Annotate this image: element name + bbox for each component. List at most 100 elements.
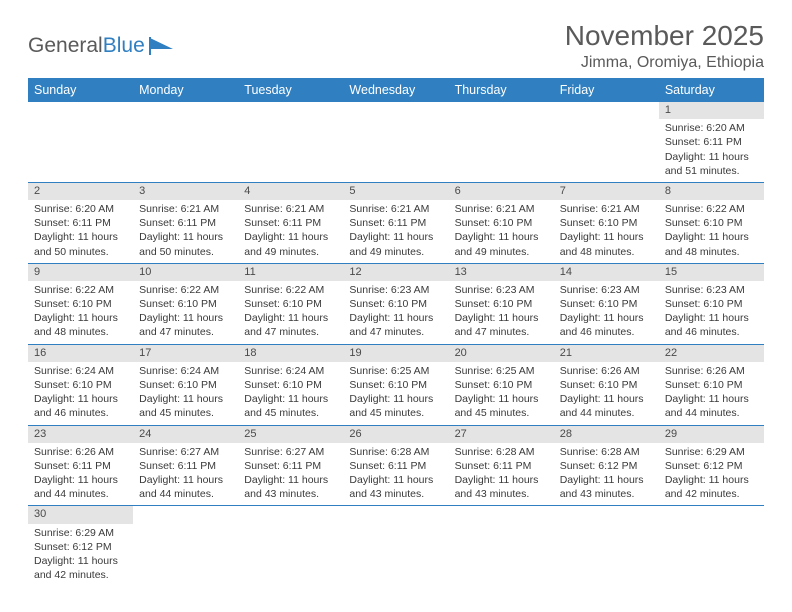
day-of-week-header: Thursday xyxy=(449,78,554,102)
calendar-day-cell: 1Sunrise: 6:20 AMSunset: 6:11 PMDaylight… xyxy=(659,102,764,182)
day-details: Sunrise: 6:22 AMSunset: 6:10 PMDaylight:… xyxy=(659,200,764,263)
day-details: Sunrise: 6:21 AMSunset: 6:10 PMDaylight:… xyxy=(449,200,554,263)
calendar-day-cell: 8Sunrise: 6:22 AMSunset: 6:10 PMDaylight… xyxy=(659,182,764,263)
calendar-day-cell: 30Sunrise: 6:29 AMSunset: 6:12 PMDayligh… xyxy=(28,506,133,586)
day-number: 22 xyxy=(659,345,764,362)
calendar-day-cell: .. xyxy=(238,102,343,182)
calendar-day-cell: 15Sunrise: 6:23 AMSunset: 6:10 PMDayligh… xyxy=(659,263,764,344)
calendar-week-row: 16Sunrise: 6:24 AMSunset: 6:10 PMDayligh… xyxy=(28,344,764,425)
month-title: November 2025 xyxy=(565,20,764,52)
logo: GeneralBlue xyxy=(28,34,175,72)
day-details: Sunrise: 6:22 AMSunset: 6:10 PMDaylight:… xyxy=(28,281,133,344)
day-number: 4 xyxy=(238,183,343,200)
calendar-day-cell: 4Sunrise: 6:21 AMSunset: 6:11 PMDaylight… xyxy=(238,182,343,263)
calendar-day-cell: 11Sunrise: 6:22 AMSunset: 6:10 PMDayligh… xyxy=(238,263,343,344)
day-details: Sunrise: 6:21 AMSunset: 6:11 PMDaylight:… xyxy=(133,200,238,263)
day-details: Sunrise: 6:27 AMSunset: 6:11 PMDaylight:… xyxy=(133,443,238,506)
calendar-day-cell: 10Sunrise: 6:22 AMSunset: 6:10 PMDayligh… xyxy=(133,263,238,344)
calendar-day-cell: 23Sunrise: 6:26 AMSunset: 6:11 PMDayligh… xyxy=(28,425,133,506)
calendar-week-row: 2Sunrise: 6:20 AMSunset: 6:11 PMDaylight… xyxy=(28,182,764,263)
day-number: 7 xyxy=(554,183,659,200)
day-number: 29 xyxy=(659,426,764,443)
calendar-day-cell: 19Sunrise: 6:25 AMSunset: 6:10 PMDayligh… xyxy=(343,344,448,425)
day-details: Sunrise: 6:21 AMSunset: 6:10 PMDaylight:… xyxy=(554,200,659,263)
calendar-day-cell: 5Sunrise: 6:21 AMSunset: 6:11 PMDaylight… xyxy=(343,182,448,263)
day-details: Sunrise: 6:22 AMSunset: 6:10 PMDaylight:… xyxy=(238,281,343,344)
logo-text-2: Blue xyxy=(103,34,145,58)
header: GeneralBlue November 2025 Jimma, Oromiya… xyxy=(28,20,764,72)
calendar-day-cell: 6Sunrise: 6:21 AMSunset: 6:10 PMDaylight… xyxy=(449,182,554,263)
calendar-day-cell: 9Sunrise: 6:22 AMSunset: 6:10 PMDaylight… xyxy=(28,263,133,344)
day-number: 1 xyxy=(659,102,764,119)
calendar-day-cell: .. xyxy=(238,506,343,586)
calendar-day-cell: 3Sunrise: 6:21 AMSunset: 6:11 PMDaylight… xyxy=(133,182,238,263)
calendar-week-row: ............1Sunrise: 6:20 AMSunset: 6:1… xyxy=(28,102,764,182)
calendar-day-cell: 26Sunrise: 6:28 AMSunset: 6:11 PMDayligh… xyxy=(343,425,448,506)
calendar-day-cell: 7Sunrise: 6:21 AMSunset: 6:10 PMDaylight… xyxy=(554,182,659,263)
day-number: 17 xyxy=(133,345,238,362)
calendar-day-cell: .. xyxy=(449,102,554,182)
calendar-day-cell: 13Sunrise: 6:23 AMSunset: 6:10 PMDayligh… xyxy=(449,263,554,344)
calendar-day-cell: 28Sunrise: 6:28 AMSunset: 6:12 PMDayligh… xyxy=(554,425,659,506)
day-details: Sunrise: 6:28 AMSunset: 6:11 PMDaylight:… xyxy=(343,443,448,506)
calendar-day-cell: 29Sunrise: 6:29 AMSunset: 6:12 PMDayligh… xyxy=(659,425,764,506)
calendar-week-row: 9Sunrise: 6:22 AMSunset: 6:10 PMDaylight… xyxy=(28,263,764,344)
day-number: 21 xyxy=(554,345,659,362)
day-details: Sunrise: 6:26 AMSunset: 6:11 PMDaylight:… xyxy=(28,443,133,506)
day-details: Sunrise: 6:23 AMSunset: 6:10 PMDaylight:… xyxy=(554,281,659,344)
calendar-day-cell: 18Sunrise: 6:24 AMSunset: 6:10 PMDayligh… xyxy=(238,344,343,425)
calendar-day-cell: 20Sunrise: 6:25 AMSunset: 6:10 PMDayligh… xyxy=(449,344,554,425)
day-details: Sunrise: 6:24 AMSunset: 6:10 PMDaylight:… xyxy=(238,362,343,425)
calendar-day-cell: 27Sunrise: 6:28 AMSunset: 6:11 PMDayligh… xyxy=(449,425,554,506)
day-number: 14 xyxy=(554,264,659,281)
calendar-day-cell: .. xyxy=(133,506,238,586)
day-number: 27 xyxy=(449,426,554,443)
day-number: 5 xyxy=(343,183,448,200)
day-number: 13 xyxy=(449,264,554,281)
day-number: 18 xyxy=(238,345,343,362)
day-details: Sunrise: 6:20 AMSunset: 6:11 PMDaylight:… xyxy=(659,119,764,182)
day-number: 11 xyxy=(238,264,343,281)
calendar-day-cell: .. xyxy=(28,102,133,182)
calendar-day-cell: .. xyxy=(554,102,659,182)
calendar-day-cell: .. xyxy=(659,506,764,586)
calendar-week-row: 30Sunrise: 6:29 AMSunset: 6:12 PMDayligh… xyxy=(28,506,764,586)
calendar-day-cell: 14Sunrise: 6:23 AMSunset: 6:10 PMDayligh… xyxy=(554,263,659,344)
day-details: Sunrise: 6:23 AMSunset: 6:10 PMDaylight:… xyxy=(659,281,764,344)
calendar-day-cell: 25Sunrise: 6:27 AMSunset: 6:11 PMDayligh… xyxy=(238,425,343,506)
calendar-day-cell: 22Sunrise: 6:26 AMSunset: 6:10 PMDayligh… xyxy=(659,344,764,425)
day-of-week-header: Friday xyxy=(554,78,659,102)
day-number: 24 xyxy=(133,426,238,443)
day-number: 9 xyxy=(28,264,133,281)
day-number: 12 xyxy=(343,264,448,281)
day-number: 28 xyxy=(554,426,659,443)
day-details: Sunrise: 6:21 AMSunset: 6:11 PMDaylight:… xyxy=(238,200,343,263)
day-details: Sunrise: 6:29 AMSunset: 6:12 PMDaylight:… xyxy=(659,443,764,506)
day-number: 23 xyxy=(28,426,133,443)
day-details: Sunrise: 6:29 AMSunset: 6:12 PMDaylight:… xyxy=(28,524,133,587)
day-details: Sunrise: 6:20 AMSunset: 6:11 PMDaylight:… xyxy=(28,200,133,263)
day-number: 30 xyxy=(28,506,133,523)
day-number: 15 xyxy=(659,264,764,281)
calendar-day-cell: 24Sunrise: 6:27 AMSunset: 6:11 PMDayligh… xyxy=(133,425,238,506)
day-of-week-header: Tuesday xyxy=(238,78,343,102)
day-number: 19 xyxy=(343,345,448,362)
day-of-week-header: Sunday xyxy=(28,78,133,102)
day-number: 3 xyxy=(133,183,238,200)
day-details: Sunrise: 6:22 AMSunset: 6:10 PMDaylight:… xyxy=(133,281,238,344)
day-number: 8 xyxy=(659,183,764,200)
day-details: Sunrise: 6:28 AMSunset: 6:12 PMDaylight:… xyxy=(554,443,659,506)
calendar-day-cell: .. xyxy=(343,102,448,182)
calendar-day-cell: .. xyxy=(449,506,554,586)
location: Jimma, Oromiya, Ethiopia xyxy=(565,54,764,72)
calendar-day-cell: .. xyxy=(343,506,448,586)
calendar-day-cell: .. xyxy=(133,102,238,182)
day-number: 20 xyxy=(449,345,554,362)
day-details: Sunrise: 6:26 AMSunset: 6:10 PMDaylight:… xyxy=(554,362,659,425)
day-details: Sunrise: 6:23 AMSunset: 6:10 PMDaylight:… xyxy=(343,281,448,344)
day-details: Sunrise: 6:25 AMSunset: 6:10 PMDaylight:… xyxy=(449,362,554,425)
calendar-day-cell: 16Sunrise: 6:24 AMSunset: 6:10 PMDayligh… xyxy=(28,344,133,425)
logo-text-1: General xyxy=(28,34,103,58)
day-number: 25 xyxy=(238,426,343,443)
day-of-week-header: Monday xyxy=(133,78,238,102)
